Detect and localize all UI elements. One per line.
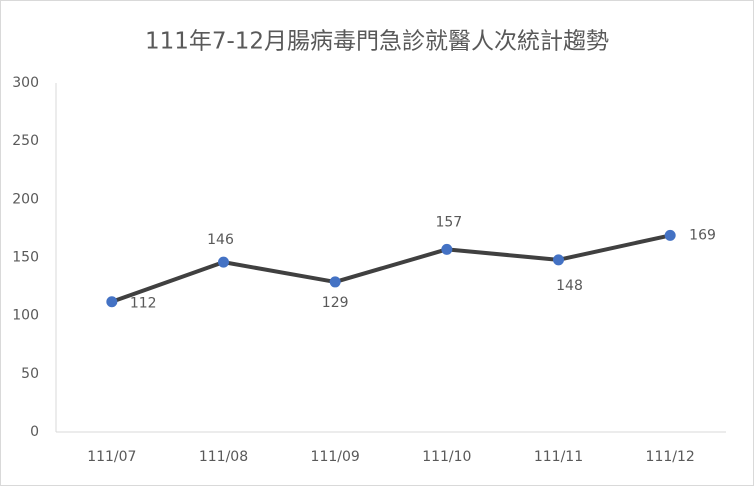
y-tick-label: 0 [30,424,39,440]
x-tick-label: 111/09 [311,449,360,465]
y-tick-label: 300 [12,75,39,91]
marker [106,296,118,308]
y-tick-label: 100 [12,308,39,324]
y-tick-label: 250 [12,133,39,149]
data-label: 148 [556,278,583,294]
marker [218,256,229,268]
y-tick-label: 200 [12,191,39,207]
marker [441,243,453,255]
data-label: 169 [689,227,716,243]
marker [329,276,341,288]
x-tick-label: 111/08 [199,449,248,465]
data-label: 129 [322,295,349,311]
x-tick-label: 111/12 [646,449,695,465]
x-tick-label: 111/07 [87,449,136,465]
line [111,233,671,304]
marker [664,229,676,241]
data-label: 146 [207,232,234,248]
marker [553,254,564,266]
x-tick-label: 111/11 [534,449,583,465]
chart-title: 111年7-12月腸病毒門急診就醫人次統計趨勢 [145,29,609,55]
data-label: 157 [435,214,462,230]
y-tick-label: 150 [12,250,39,266]
y-tick-label: 50 [21,366,39,382]
x-tick-label: 111/10 [422,449,471,465]
data-label: 112 [130,296,157,312]
